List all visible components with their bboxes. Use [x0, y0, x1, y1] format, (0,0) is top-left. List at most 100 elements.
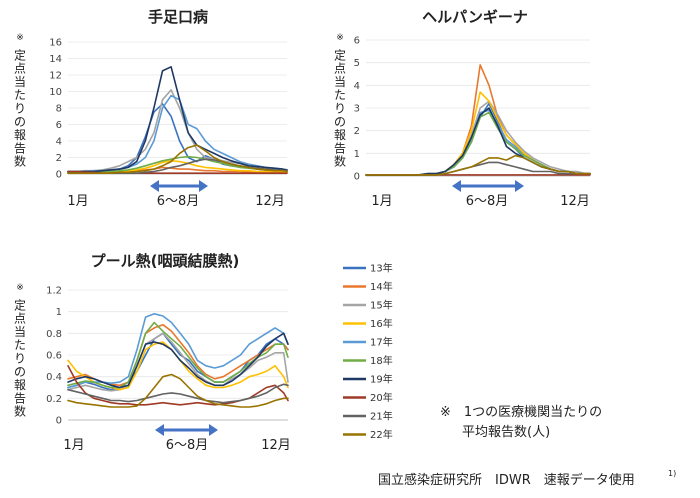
x-label-end: 12月	[560, 194, 590, 209]
season-label: 6～8月	[166, 438, 209, 453]
y-axis-label-char: 告	[334, 141, 346, 155]
y-axis-label-char: 告	[14, 141, 26, 155]
x-label-start: 1月	[371, 194, 392, 209]
y-axis-label-char: ※	[16, 33, 24, 43]
y-axis-label-char: 報	[14, 378, 26, 392]
y-axis-label-char: た	[14, 338, 26, 352]
chart-title: ヘルパンギーナ	[422, 8, 528, 26]
legend-label: 22年	[370, 428, 393, 441]
y-tick-label: 5	[354, 58, 360, 69]
series-line-20年	[67, 364, 289, 406]
y-tick-label: 0.6	[46, 351, 62, 362]
chart-title: 手足口病	[148, 8, 208, 26]
y-tick-label: 1	[56, 307, 62, 318]
y-axis-label-char: 報	[14, 128, 26, 142]
legend-label: 17年	[370, 336, 393, 349]
y-axis-label-char: 報	[334, 128, 346, 142]
y-tick-label: 16	[49, 38, 62, 49]
y-axis-label-char: 数	[14, 404, 26, 419]
y-axis-label-char: た	[334, 88, 346, 102]
legend-label: 14年	[370, 280, 393, 293]
y-tick-label: 6	[354, 36, 360, 47]
x-label-end: 12月	[261, 438, 291, 453]
x-label-start: 1月	[63, 438, 84, 453]
y-axis-label-char: の	[14, 115, 26, 129]
y-axis-label-char: 点	[14, 62, 26, 76]
y-tick-label: 2	[354, 126, 360, 137]
note-line-2: 平均報告数(人)	[462, 425, 550, 440]
y-axis-label-char: 定	[334, 47, 346, 62]
chart-title: プール熱(咽頭結膜熱)	[91, 252, 240, 270]
legend: 13年 14年 15年 16年 17年 18年 19年 20年 21年 22年	[343, 262, 393, 441]
season-arrow	[150, 180, 208, 192]
season-label: 6～8月	[157, 194, 200, 209]
y-tick-label: 0.2	[46, 394, 62, 405]
y-axis-label-char: 点	[334, 62, 346, 76]
series-line-22年	[67, 144, 288, 174]
y-axis-label-char: ※	[336, 33, 344, 43]
y-axis-label-char: り	[334, 102, 346, 116]
y-axis-label-char: 告	[14, 391, 26, 405]
series-line-15年	[67, 332, 289, 392]
legend-label: 13年	[370, 262, 393, 275]
y-axis-label-char: 数	[334, 154, 346, 169]
y-axis-label-char: 当	[14, 75, 26, 89]
series-line-19年	[67, 66, 288, 173]
note-line-1: ※ 1つの医療機関当たりの	[440, 405, 602, 420]
y-axis-label-char: ※	[16, 283, 24, 293]
y-axis-label-char: 当	[14, 325, 26, 339]
y-axis-label-char: 定	[14, 297, 26, 312]
y-tick-label: 6	[56, 120, 62, 131]
x-label-start: 1月	[67, 194, 88, 209]
series-line-22年	[67, 373, 289, 408]
series-line-15年	[67, 89, 288, 173]
y-tick-label: 10	[49, 87, 62, 98]
y-tick-label: 4	[354, 81, 360, 92]
series-line-21年	[67, 383, 289, 404]
y-axis-label-char: 点	[14, 312, 26, 326]
y-tick-label: 2	[56, 153, 62, 164]
y-tick-label: 4	[56, 137, 62, 148]
legend-label: 15年	[370, 299, 393, 312]
season-label: 6～8月	[466, 194, 509, 209]
season-arrow	[155, 424, 218, 436]
y-tick-label: 1	[354, 149, 360, 160]
y-tick-label: 0	[354, 172, 360, 183]
y-axis-label-char: の	[334, 115, 346, 129]
legend-label: 19年	[370, 373, 393, 386]
legend-label: 20年	[370, 391, 393, 404]
y-tick-label: 3	[354, 104, 360, 115]
season-arrow	[452, 180, 524, 192]
y-tick-label: 14	[49, 54, 62, 65]
legend-label: 21年	[370, 410, 393, 423]
y-tick-label: 12	[49, 71, 62, 82]
y-tick-label: 1.2	[46, 286, 62, 297]
y-tick-label: 0	[56, 416, 62, 427]
legend-label: 16年	[370, 317, 393, 330]
y-axis-label-char: 数	[14, 154, 26, 169]
x-label-end: 12月	[255, 194, 285, 209]
y-axis-label-char: 当	[334, 75, 346, 89]
y-tick-label: 0.4	[46, 372, 62, 383]
y-tick-label: 8	[56, 104, 62, 115]
source-superscript: 1)	[668, 469, 676, 478]
series-line-22年	[365, 154, 591, 176]
y-axis-label-char: り	[14, 102, 26, 116]
source-text: 国立感染症研究所 IDWR 速報データ使用	[378, 472, 635, 488]
series-line-19年	[67, 332, 289, 389]
y-tick-label: 0.8	[46, 329, 62, 340]
legend-label: 18年	[370, 354, 393, 367]
y-axis-label-char: り	[14, 352, 26, 366]
y-axis-label-char: の	[14, 365, 26, 379]
series-line-16年	[365, 91, 591, 176]
y-axis-label-char: た	[14, 88, 26, 102]
y-axis-label-char: 定	[14, 47, 26, 62]
y-tick-label: 0	[56, 170, 62, 181]
